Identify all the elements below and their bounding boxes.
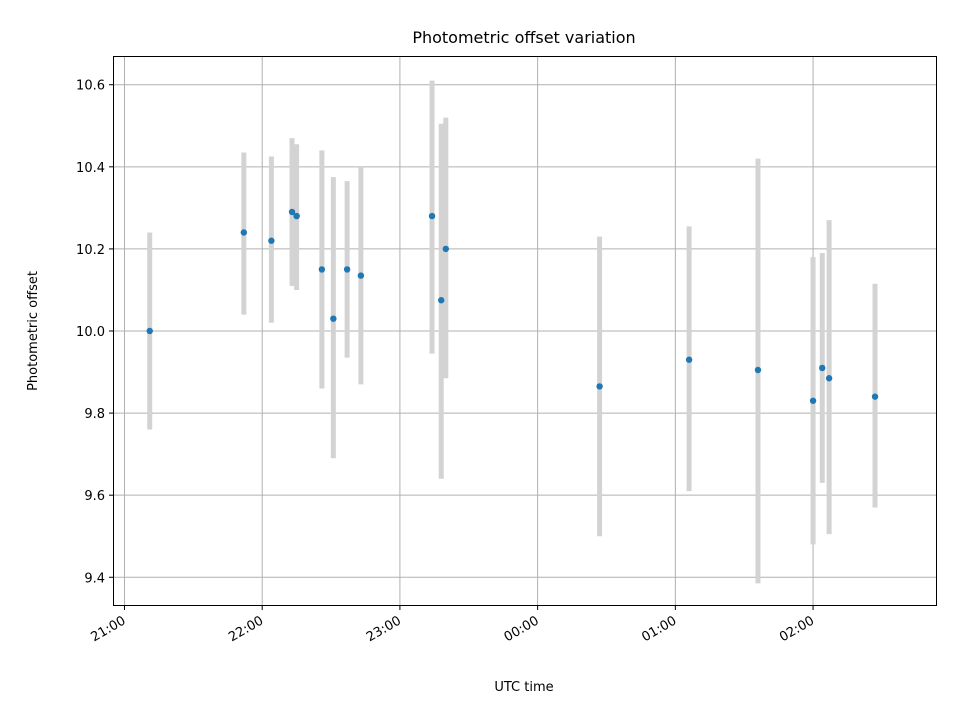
x-tick-label: 02:00 — [777, 613, 817, 645]
data-point — [268, 237, 275, 244]
y-tick-label: 9.4 — [84, 571, 105, 586]
data-point — [825, 375, 833, 382]
data-points — [146, 208, 879, 404]
data-point — [596, 383, 603, 390]
data-point — [428, 212, 436, 220]
data-point — [318, 266, 326, 273]
y-axis-label: Photometric offset — [26, 271, 41, 391]
y-axis: 9.4 9.6 9.8 10.0 10.2 10.4 10.6 — [76, 79, 113, 586]
y-tick-label: 10.6 — [76, 79, 105, 94]
data-point — [330, 315, 337, 322]
data-point — [293, 212, 300, 220]
data-point — [809, 397, 817, 404]
plot-frame — [113, 56, 937, 606]
chart-title: Photometric offset variation — [412, 28, 635, 47]
data-point — [871, 393, 879, 400]
x-axis-label: UTC time — [494, 680, 553, 695]
data-point — [442, 245, 450, 253]
x-axis: 21:00 22:00 23:00 00:00 01:00 02:00 — [89, 606, 817, 645]
y-tick-label: 10.0 — [76, 325, 105, 340]
x-tick-label: 01:00 — [639, 613, 679, 645]
data-point — [438, 297, 445, 304]
data-point — [146, 327, 153, 335]
data-point — [240, 229, 248, 236]
data-point — [754, 366, 762, 374]
y-tick-label: 10.2 — [76, 243, 105, 258]
data-point — [819, 364, 826, 372]
y-tick-label: 10.4 — [76, 161, 105, 176]
data-point — [685, 356, 693, 363]
error-bars — [147, 80, 878, 584]
data-point — [288, 208, 296, 216]
data-point — [357, 272, 365, 279]
x-tick-label: 23:00 — [364, 613, 404, 645]
x-tick-label: 00:00 — [502, 613, 542, 645]
data-point — [343, 266, 351, 273]
x-tick-label: 21:00 — [89, 613, 129, 645]
y-tick-label: 9.6 — [84, 489, 105, 504]
y-tick-label: 9.8 — [84, 407, 105, 422]
x-tick-label: 22:00 — [226, 613, 266, 645]
